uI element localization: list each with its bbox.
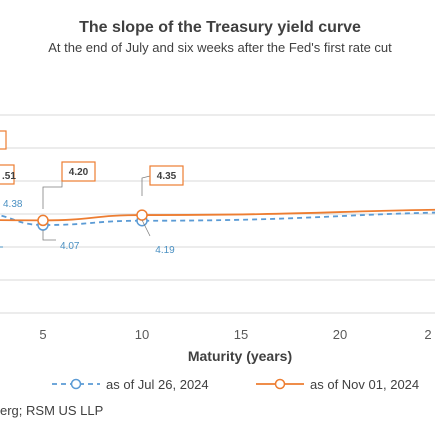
- x-tick-15: 15: [234, 327, 248, 342]
- x-tick-5: 5: [39, 327, 46, 342]
- partial-labels: [0, 130, 15, 185]
- legend-marker-nov: [274, 378, 286, 390]
- x-tick-20: 20: [333, 327, 347, 342]
- leader-jul-10: [141, 219, 151, 237]
- legend-marker-jul: [70, 378, 82, 390]
- label-jul-2: 4.19: [155, 245, 175, 256]
- leader-nov-0: [42, 172, 63, 209]
- data-labels: 4.38 4.07 4.19 .51 4.20 4.35: [2, 161, 184, 256]
- leader-jul-5: [42, 230, 56, 241]
- label-jul-0: 4.38: [3, 199, 23, 210]
- series-1-marker-1: [37, 214, 49, 227]
- chart-subtitle: At the end of July and six weeks after t…: [48, 40, 392, 55]
- label-nov-0: 4.20: [69, 167, 89, 178]
- legend-label-jul: as of Jul 26, 2024: [106, 377, 209, 392]
- label-nov-1: 4.35: [157, 171, 177, 182]
- legend: as of Jul 26, 2024 as of Nov 01, 2024: [52, 377, 419, 392]
- label-jul-1: 4.07: [60, 241, 80, 252]
- label-nov-2yr: .51: [2, 171, 16, 182]
- source-note: erg; RSM US LLP: [0, 403, 103, 418]
- legend-label-nov: as of Nov 01, 2024: [310, 377, 419, 392]
- chart-title: The slope of the Treasury yield curve: [79, 19, 361, 36]
- label-box-nov-1: [149, 165, 184, 186]
- clipped-label-box-2yr: [0, 164, 15, 185]
- clipped-label-box-top: [0, 130, 7, 150]
- series-1-marker-2: [136, 209, 148, 221]
- series-layer: [0, 208, 435, 231]
- x-axis-title: Maturity (years): [188, 348, 292, 364]
- x-axis-ticks: 5 10 15 20 2: [39, 327, 431, 342]
- x-tick-2: 2: [424, 327, 431, 342]
- label-box-nov-0: [61, 161, 96, 182]
- x-tick-10: 10: [135, 327, 149, 342]
- leader-nov-1: [141, 175, 151, 196]
